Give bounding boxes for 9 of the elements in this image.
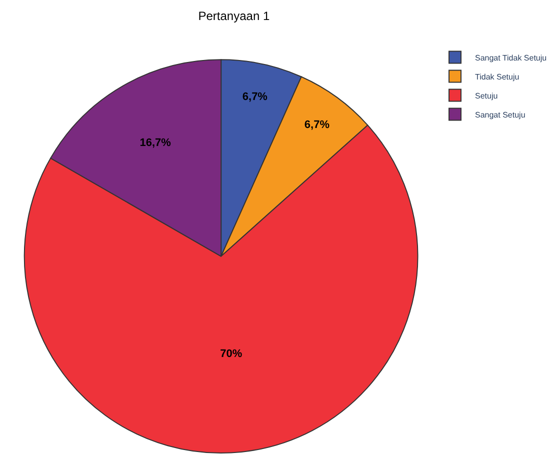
legend-label: Sangat Setuju xyxy=(475,110,526,120)
legend-label: Setuju xyxy=(475,91,498,100)
legend-label: Sangat Tidak Setuju xyxy=(475,53,547,62)
chart-title: Pertanyaan 1 xyxy=(198,8,270,23)
data-label: 70% xyxy=(220,348,242,360)
data-label: 16,7% xyxy=(140,136,172,149)
data-label: 6,7% xyxy=(304,118,330,131)
data-label: 6,7% xyxy=(242,91,268,104)
legend-label: Tidak Setuju xyxy=(475,72,520,82)
